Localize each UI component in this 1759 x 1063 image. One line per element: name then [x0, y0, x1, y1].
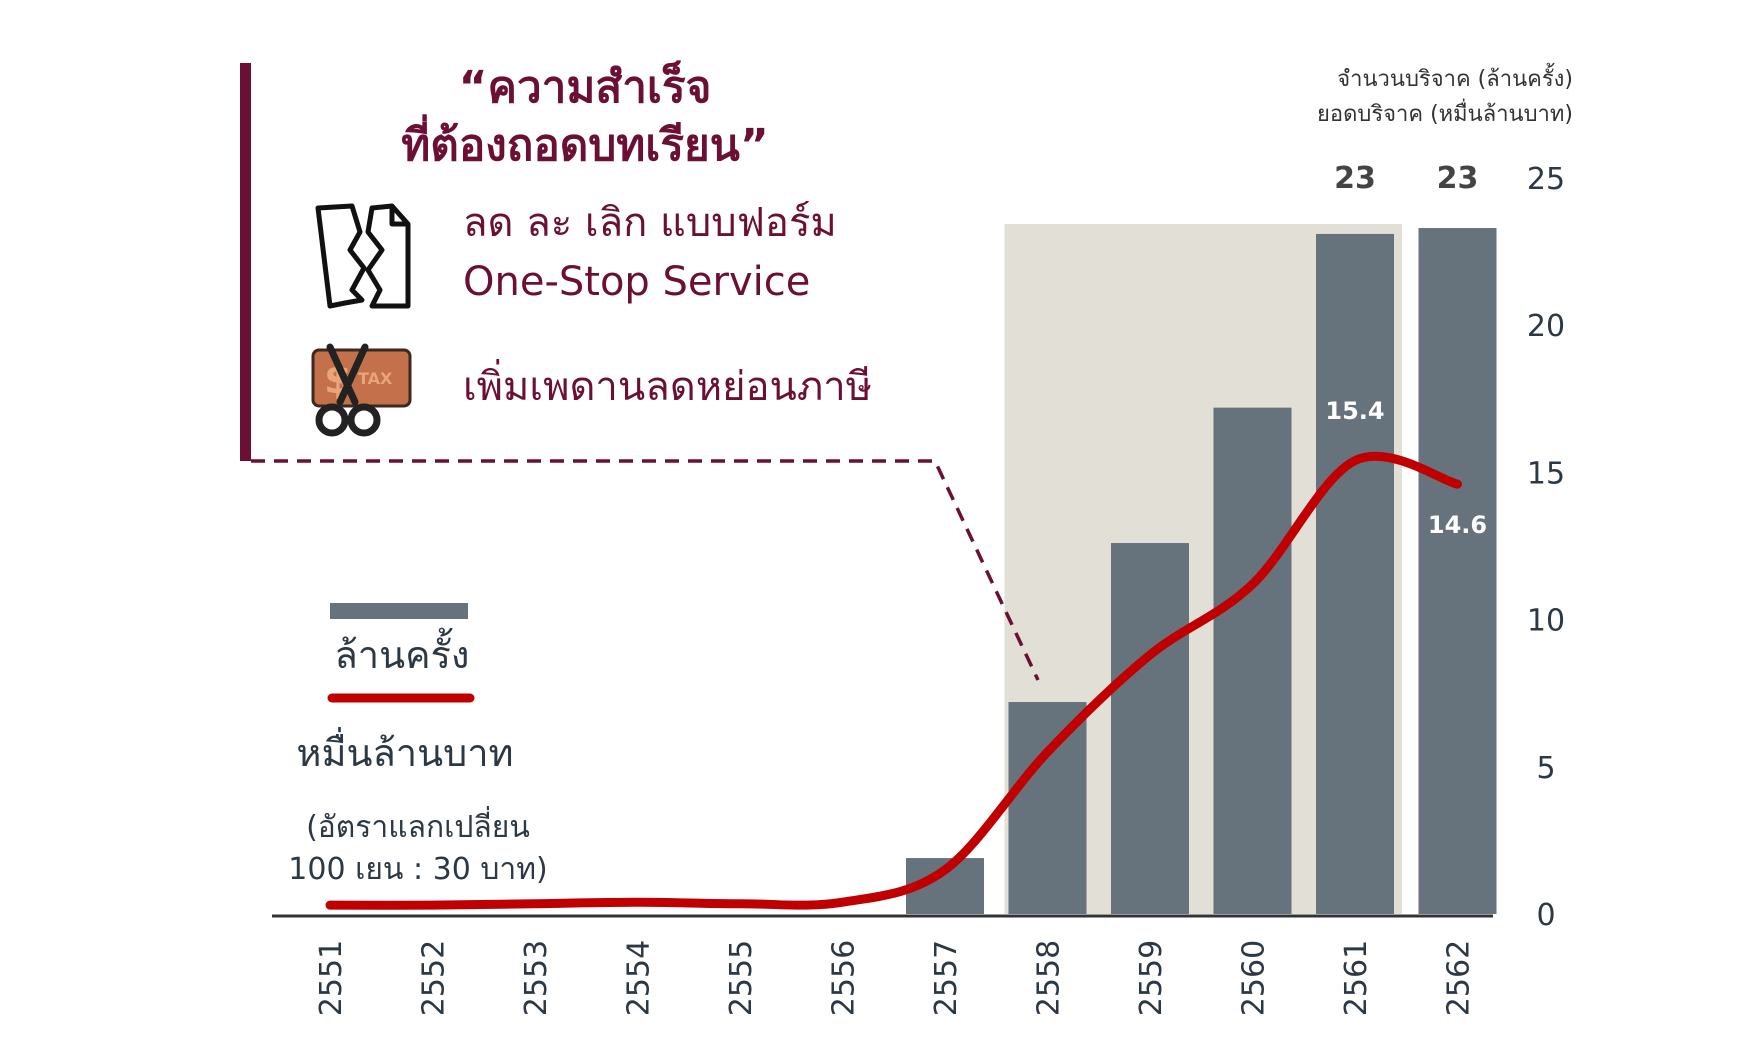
callout-item2: เพิ่มเพดานลดหย่อนภาษี	[463, 359, 872, 410]
callout-item1-line1: ลด ละ เลิก แบบฟอร์ม	[463, 200, 837, 246]
bar-2559	[1111, 543, 1189, 914]
bar-2561	[1316, 233, 1394, 914]
y-tick-label: 0	[1536, 898, 1555, 933]
x-tick-label: 2556	[827, 940, 862, 1016]
x-tick-label: 2560	[1237, 940, 1272, 1016]
tax-card-scissors-icon: $ TAX	[311, 343, 412, 437]
x-tick-label: 2557	[929, 940, 964, 1016]
line-value-label: 15.4	[1325, 397, 1384, 425]
y-axis-ticks: 0 5 10 15 20 25	[1527, 162, 1565, 933]
callout-title-line1: “ความสำเร็จ	[459, 60, 712, 113]
x-tick-label: 2562	[1442, 940, 1477, 1016]
y-tick-label: 5	[1536, 751, 1555, 786]
x-axis-ticks: 2551 2552 2553 2554 2555 2556 2557 2558 2559 2560…	[314, 940, 1477, 1016]
y-tick-label: 15	[1527, 456, 1565, 491]
line-series	[325, 451, 1462, 910]
legend-bar-swatch	[330, 603, 468, 619]
x-tick-label: 2561	[1339, 940, 1374, 1016]
callout-accent-bar	[240, 63, 251, 461]
line-value-labels: 15.4 14.6	[1325, 397, 1487, 539]
bar-top-label: 23	[1334, 161, 1376, 196]
x-tick-label: 2559	[1134, 940, 1169, 1016]
bar-top-labels: 23 23	[1334, 161, 1478, 196]
bar-2560	[1213, 407, 1292, 914]
axis-title-count: จำนวนบริจาค (ล้านครั้ง)	[1337, 63, 1573, 92]
x-tick-label: 2554	[622, 940, 657, 1016]
bar-series	[906, 228, 1497, 915]
legend-note-line1: (อัตราแลกเปลี่ยน	[306, 806, 530, 845]
legend-line-label: หมื่นล้านบาท	[296, 727, 513, 775]
axis-title-amount: ยอดบริจาค (หมื่นล้านบาท)	[1317, 98, 1573, 127]
x-tick-label: 2553	[519, 940, 554, 1016]
y-tick-label: 25	[1527, 162, 1565, 197]
x-tick-label: 2551	[314, 940, 349, 1016]
svg-text:TAX: TAX	[358, 369, 393, 388]
x-tick-label: 2552	[417, 940, 452, 1016]
callout-item1-line2: One-Stop Service	[463, 259, 810, 305]
callout-title-line2: ที่ต้องถอดบทเรียน”	[401, 114, 769, 171]
legend-note-line2: 100 เยน : 30 บาท)	[288, 852, 547, 887]
x-tick-label: 2558	[1032, 940, 1067, 1016]
y-tick-label: 10	[1527, 604, 1565, 639]
bar-2558	[1008, 702, 1087, 914]
bar-2562	[1418, 228, 1497, 915]
line-value-label: 14.6	[1428, 511, 1487, 539]
legend-bar-label: ล้านครั้ง	[335, 627, 470, 677]
y-tick-label: 20	[1527, 309, 1565, 344]
x-tick-label: 2555	[724, 940, 759, 1016]
torn-document-icon	[315, 203, 411, 309]
bar-top-label: 23	[1437, 161, 1479, 196]
